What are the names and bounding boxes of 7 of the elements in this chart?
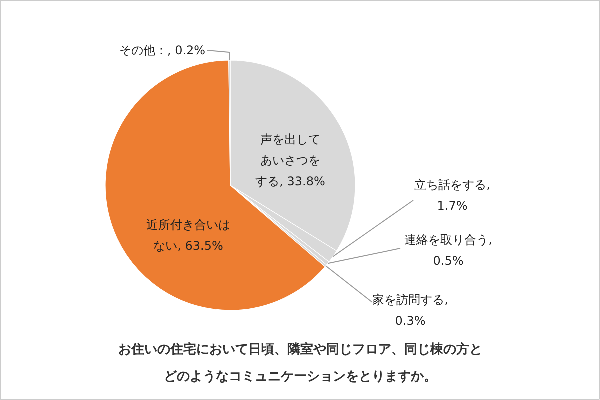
slice-label: 近所付き合いはない, 63.5% [146, 218, 230, 253]
text: お住いの住宅において日頃、隣室や同じフロア、同じ棟の方とどのようなコミュニケーションをとりますか。 [118, 342, 482, 384]
slice-label: 立ち話をする, 1.7% [414, 178, 490, 213]
slice-label: 連絡を取り合う, 0.5% [404, 233, 492, 268]
slice-label: 声を出してあいさつをする, 33.8% [256, 132, 326, 188]
slice-label: 家を訪問する, 0.3% [372, 293, 448, 328]
slice-label: その他：, 0.2% [119, 44, 206, 58]
